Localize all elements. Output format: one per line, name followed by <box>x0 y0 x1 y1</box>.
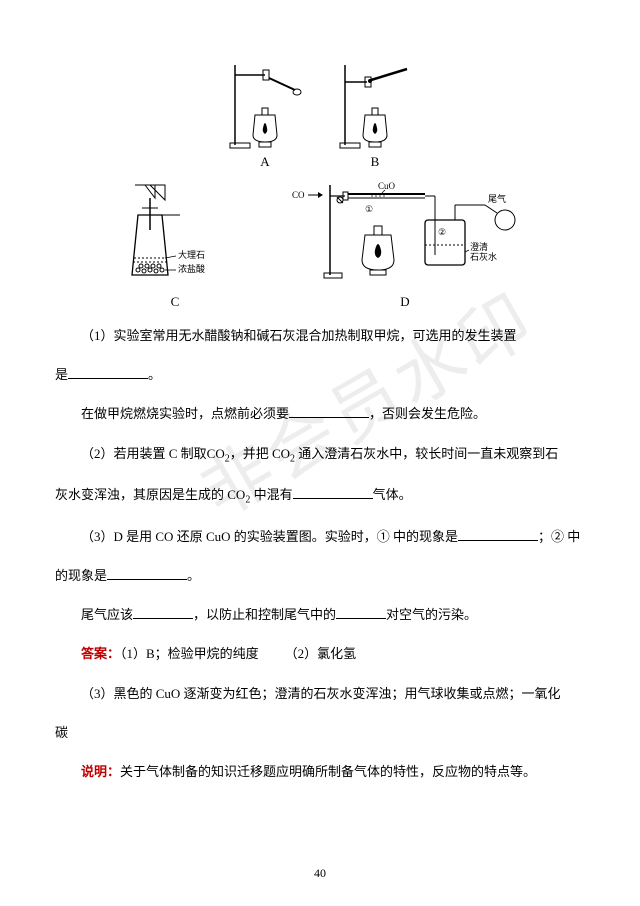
blank-2 <box>289 405 369 418</box>
marble-label: 大理石 <box>178 249 205 260</box>
answer-2: （3）黑色的 CuO 逐渐变为红色；澄清的石灰水变浑浊；用气球收集或点燃；一氧化 <box>55 678 585 709</box>
figure-area: A B <box>55 60 585 310</box>
hcl-label: 浓盐酸 <box>178 263 205 274</box>
para-4a: （3）D 是用 CO 还原 CuO 的实验装置图。实验时，① 中的现象是；② 中 <box>55 521 585 552</box>
limewater-label1: 澄清 <box>470 241 488 252</box>
label-d: D <box>400 294 409 310</box>
apparatus-b: B <box>335 60 415 170</box>
answer-label: 答案： <box>81 646 120 661</box>
label-a: A <box>260 154 269 170</box>
blank-6 <box>133 606 193 619</box>
para-4c: 的现象是。 <box>55 560 585 591</box>
answer-2b: 碳 <box>55 717 585 748</box>
para-1b: 是。 <box>55 359 585 390</box>
para-5: 尾气应该，以防止和控制尾气中的对空气的污染。 <box>55 599 585 630</box>
para-1a: （1）实验室常用无水醋酸钠和碱石灰混合加热制取甲烷，可选用的发生装置 <box>55 320 585 351</box>
figure-row-2: 大理石 浓盐酸 C CO CuO <box>55 180 585 310</box>
apparatus-d: CO CuO ① <box>290 180 520 310</box>
label-b: B <box>371 154 380 170</box>
svg-text:②: ② <box>438 227 446 237</box>
apparatus-c: 大理石 浓盐酸 C <box>120 180 230 310</box>
apparatus-a: A <box>225 60 305 170</box>
exhaust-label: 尾气 <box>488 193 506 204</box>
limewater-label2: 石灰水 <box>470 251 497 262</box>
note-para: 说明：关于气体制备的知识迁移题应明确所制备气体的特性，反应物的特点等。 <box>55 756 585 787</box>
para-3a: （2）若用装置 C 制取CO2，并把 CO2 通入澄清石灰水中，较长时间一直未观… <box>55 438 585 472</box>
note-label: 说明： <box>81 764 120 779</box>
co-label: CO <box>292 190 305 200</box>
para-3b: 灰水变浑浊，其原因是生成的 CO2 中混有气体。 <box>55 479 585 513</box>
cuo-label: CuO <box>378 181 396 191</box>
page-number: 40 <box>0 866 640 881</box>
blank-7 <box>336 606 386 619</box>
blank-5 <box>107 567 187 580</box>
figure-row-1: A B <box>55 60 585 170</box>
answer-1: 答案：（1）B；检验甲烷的纯度 （2）氯化氢 <box>55 638 585 669</box>
blank-3 <box>293 486 373 499</box>
blank-4 <box>458 528 538 541</box>
label-c: C <box>171 294 180 310</box>
content-body: （1）实验室常用无水醋酸钠和碱石灰混合加热制取甲烷，可选用的发生装置 是。 在做… <box>55 320 585 787</box>
blank-1 <box>68 366 148 379</box>
svg-text:①: ① <box>365 204 373 214</box>
para-2: 在做甲烷燃烧实验时，点燃前必须要，否则会发生危险。 <box>55 398 585 429</box>
